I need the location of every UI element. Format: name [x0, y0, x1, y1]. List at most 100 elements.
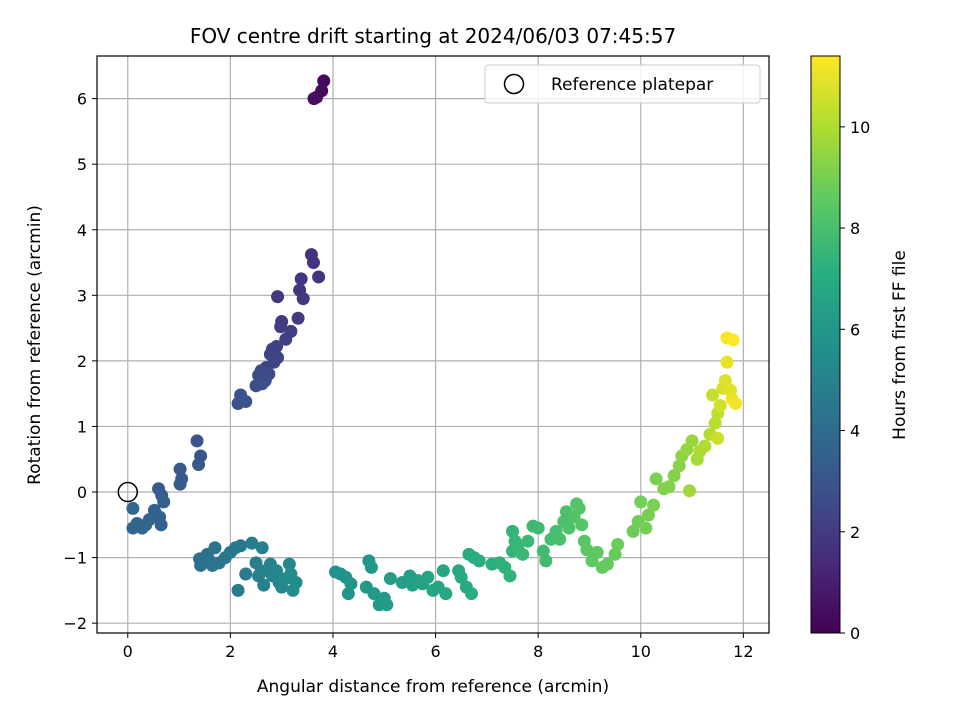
data-point [282, 557, 296, 571]
x-axis-ticks: 0 2 4 6 8 10 12 [123, 633, 754, 661]
legend-label: Reference platepar [551, 75, 713, 95]
x-tick-label: 4 [328, 642, 338, 661]
data-point [711, 431, 725, 445]
y-tick-label: 3 [77, 286, 87, 305]
data-point [173, 462, 187, 476]
legend-box [484, 64, 761, 104]
data-point [536, 544, 550, 558]
data-point [521, 534, 535, 548]
y-tick-label: −2 [63, 614, 87, 633]
x-tick-label: 0 [123, 642, 133, 661]
data-point [270, 564, 284, 578]
data-point [634, 495, 648, 509]
data-point [208, 541, 222, 555]
colorbar: 0 2 4 6 8 10 Hours from first FF file [810, 55, 910, 643]
x-tick-label: 2 [225, 642, 235, 661]
data-point [649, 472, 663, 486]
y-tick-label: 2 [77, 352, 87, 371]
y-axis-label: Rotation from reference (arcmin) [25, 205, 45, 485]
data-point [239, 567, 253, 581]
colorbar-tick-label: 0 [850, 624, 860, 643]
colorbar-tick-label: 10 [850, 118, 870, 137]
data-point [729, 397, 743, 411]
grid-lines [97, 56, 769, 633]
x-tick-label: 12 [733, 642, 753, 661]
data-point [306, 256, 320, 270]
colorbar-label: Hours from first FF file [890, 250, 910, 440]
data-point [255, 541, 269, 555]
y-tick-label: 4 [77, 221, 87, 240]
reference-platepar-marker [117, 481, 139, 503]
x-tick-label: 10 [631, 642, 651, 661]
data-point [135, 521, 149, 535]
data-point [506, 524, 520, 538]
colorbar-gradient [810, 55, 841, 634]
y-tick-label: 0 [77, 483, 87, 502]
data-point [341, 587, 355, 601]
data-point [296, 292, 310, 306]
data-point [472, 554, 486, 568]
data-point [698, 439, 712, 453]
data-point [672, 459, 686, 473]
data-point [307, 92, 321, 106]
data-point [572, 501, 586, 515]
data-point [173, 477, 187, 491]
data-point [531, 521, 545, 535]
data-point [600, 557, 614, 571]
data-point [708, 416, 722, 430]
data-point [611, 537, 625, 551]
y-axis-ticks: −2 −1 0 1 2 3 4 5 6 [63, 90, 97, 633]
colorbar-tick-label: 2 [850, 523, 860, 542]
chart-title: FOV centre drift starting at 2024/06/03 … [190, 24, 676, 48]
data-point [234, 539, 248, 553]
data-point [154, 518, 168, 532]
data-points [117, 74, 743, 612]
y-tick-label: −1 [63, 549, 87, 568]
data-point [294, 272, 308, 286]
data-point [421, 570, 435, 584]
data-point [720, 355, 734, 369]
data-point [575, 518, 589, 532]
colorbar-ticks: 0 2 4 6 8 10 [840, 118, 870, 643]
data-point [662, 480, 676, 494]
data-point [454, 570, 468, 584]
legend-marker-circle-icon [503, 73, 525, 95]
y-tick-label: 1 [77, 417, 87, 436]
data-point [464, 587, 478, 601]
data-point [291, 311, 305, 325]
x-tick-label: 8 [533, 642, 543, 661]
data-point [718, 374, 732, 388]
data-point [726, 333, 740, 347]
data-point [626, 524, 640, 538]
data-point [685, 434, 699, 448]
data-point [590, 545, 604, 559]
data-point [245, 536, 259, 550]
data-point [157, 495, 171, 509]
data-point [190, 434, 204, 448]
data-point [641, 508, 655, 522]
data-point [367, 587, 381, 601]
data-point [380, 598, 394, 612]
colorbar-tick-label: 6 [850, 320, 860, 339]
data-point [608, 547, 622, 561]
data-point [312, 270, 326, 284]
data-point [231, 397, 245, 411]
x-axis-label: Angular distance from reference (arcmin) [257, 677, 609, 697]
data-point [639, 521, 653, 535]
data-point [503, 569, 517, 583]
plot-frame [96, 55, 770, 634]
data-point [562, 521, 576, 535]
data-point [667, 469, 681, 483]
data-point [383, 572, 397, 586]
data-point [436, 564, 450, 578]
data-point [439, 587, 453, 601]
y-tick-label: 5 [77, 155, 87, 174]
data-point [279, 332, 293, 346]
colorbar-tick-label: 4 [850, 422, 860, 441]
data-point [231, 583, 245, 597]
data-point [126, 521, 140, 535]
data-point [553, 532, 567, 546]
data-point [713, 398, 727, 412]
y-tick-label: 6 [77, 90, 87, 109]
